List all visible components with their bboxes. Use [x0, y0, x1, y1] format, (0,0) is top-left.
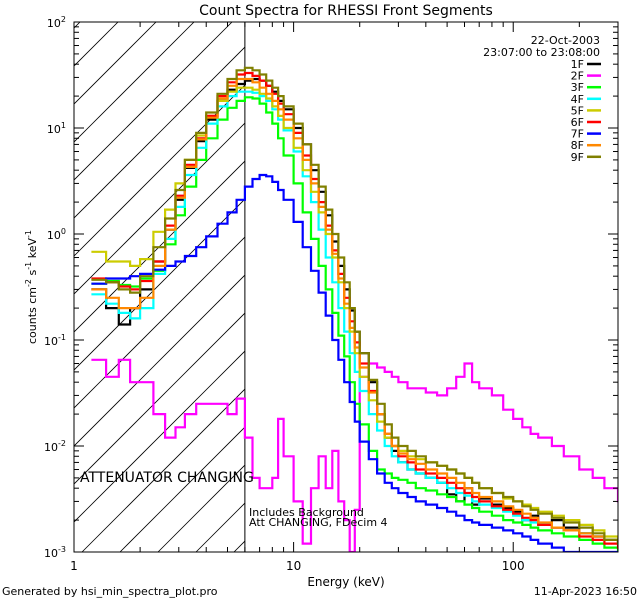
background-note: Includes Background [249, 506, 364, 519]
legend-label-8F: 8F [571, 139, 584, 152]
series-4F [91, 90, 618, 545]
series-7F [91, 173, 618, 552]
legend-label-9F: 9F [571, 151, 584, 164]
attenuator-label: ATTENUATOR CHANGING [80, 470, 254, 486]
footer-generator: Generated by hsi_min_spectra_plot.pro [2, 585, 218, 598]
hatch-line [74, 198, 245, 371]
hatch-line [74, 22, 157, 105]
hatch-line [81, 388, 245, 552]
attenuator-status: Att CHANGING, FDecim 4 [249, 516, 388, 529]
footer-timestamp: 11-Apr-2023 16:50 [534, 585, 637, 598]
hatch-line [74, 350, 245, 523]
y-tick-label: 100 [47, 227, 66, 242]
y-tick-label: 102 [47, 15, 66, 30]
series-lines [91, 66, 618, 552]
hatch-line [74, 236, 245, 409]
hatch-line [74, 46, 245, 219]
hatch-line [74, 22, 233, 181]
hatch-line [348, 0, 640, 552]
hatch-line [74, 84, 245, 257]
x-tick-label: 1 [70, 559, 78, 573]
plot-frame [73, 21, 619, 553]
y-tick-label: 101 [47, 121, 66, 136]
hatch-line [74, 122, 245, 295]
x-tick-label: 100 [502, 559, 525, 573]
x-axis-label: Energy (keV) [307, 575, 384, 589]
legend-time-range: 23:07:00 to 23:08:00 [483, 46, 600, 59]
x-tick-label: 10 [286, 559, 301, 573]
series-2F [91, 358, 618, 552]
y-tick-label: 10-1 [44, 333, 66, 348]
chart-title: Count Spectra for RHESSI Front Segments [199, 3, 493, 19]
hatch-line [74, 22, 195, 143]
legend-label-5F: 5F [571, 104, 584, 117]
hatch-line [119, 426, 245, 552]
legend-label-7F: 7F [571, 128, 584, 141]
axes: 1 10 100 10-3 10-2 10-1 100 101 102 [44, 15, 619, 573]
hatch-line [74, 22, 119, 67]
legend-date: 22-Oct-2003 [531, 34, 600, 47]
legend-label-1F: 1F [571, 58, 584, 71]
y-tick-label: 10-2 [44, 439, 66, 454]
y-tick-label: 10-3 [44, 545, 66, 560]
legend-label-4F: 4F [571, 93, 584, 106]
legend-label-3F: 3F [571, 81, 584, 94]
hatch-line [74, 312, 245, 485]
series-3F [91, 96, 618, 552]
legend-label-6F: 6F [571, 116, 584, 129]
y-axis-label: counts cm-2 s-1 keV-1 [24, 230, 39, 344]
series-9F [91, 66, 618, 545]
legend-label-2F: 2F [571, 70, 584, 83]
legend: 22-Oct-2003 23:07:00 to 23:08:00 1F2F3F4… [483, 34, 601, 164]
